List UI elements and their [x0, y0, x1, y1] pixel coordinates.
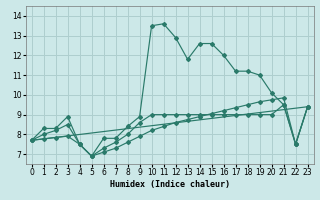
X-axis label: Humidex (Indice chaleur): Humidex (Indice chaleur)	[109, 180, 230, 189]
